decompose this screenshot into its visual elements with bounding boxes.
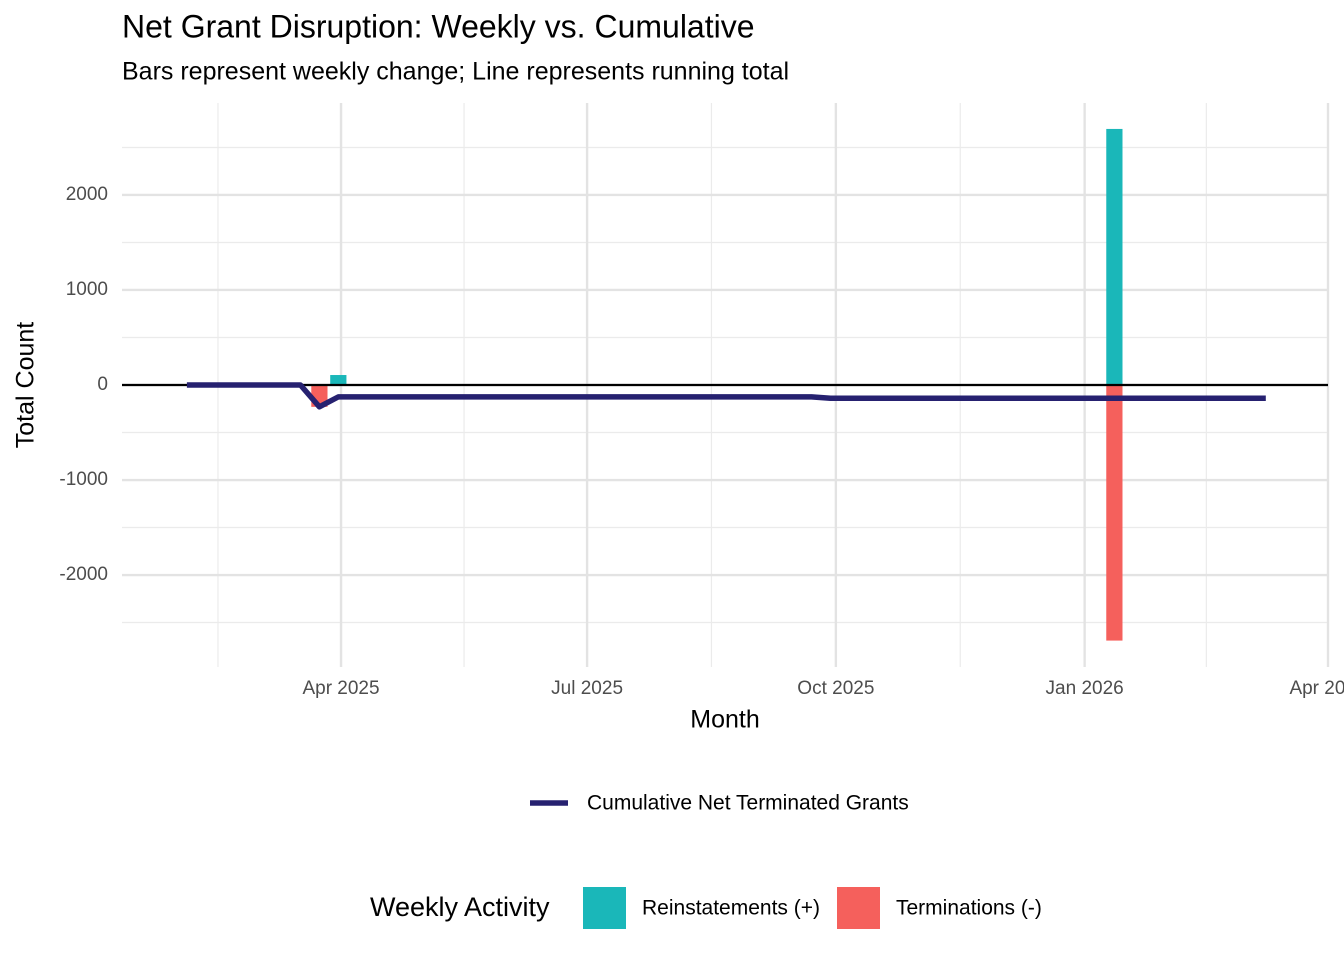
x-tick-label: Oct 2025: [797, 678, 874, 699]
legend-swatch: [837, 887, 880, 929]
legend-swatch: [583, 887, 626, 929]
x-tick-label: Apr 2025: [302, 678, 379, 699]
x-axis-label: Month: [690, 706, 759, 734]
legend-label: Cumulative Net Terminated Grants: [587, 792, 909, 815]
y-tick-label: 1000: [66, 279, 108, 300]
legend-label: Terminations (-): [896, 897, 1042, 920]
y-tick-label: -2000: [59, 564, 108, 585]
legend-label: Reinstatements (+): [642, 897, 820, 920]
chart-title: Net Grant Disruption: Weekly vs. Cumulat…: [122, 8, 755, 44]
x-tick-label: Jan 2026: [1046, 678, 1124, 699]
bar: [1106, 128, 1123, 386]
x-tick-label: Jul 2025: [551, 678, 623, 699]
chart-subtitle: Bars represent weekly change; Line repre…: [122, 58, 789, 86]
bar: [1106, 385, 1123, 641]
y-tick-label: 0: [97, 374, 108, 395]
legend-title: Weekly Activity: [370, 892, 550, 922]
y-axis-label: Total Count: [12, 322, 40, 449]
y-tick-label: 2000: [66, 184, 108, 205]
y-tick-label: -1000: [59, 469, 108, 490]
bar: [330, 375, 347, 385]
line: [186, 382, 1266, 410]
x-tick-label: Apr 2026: [1289, 678, 1344, 699]
